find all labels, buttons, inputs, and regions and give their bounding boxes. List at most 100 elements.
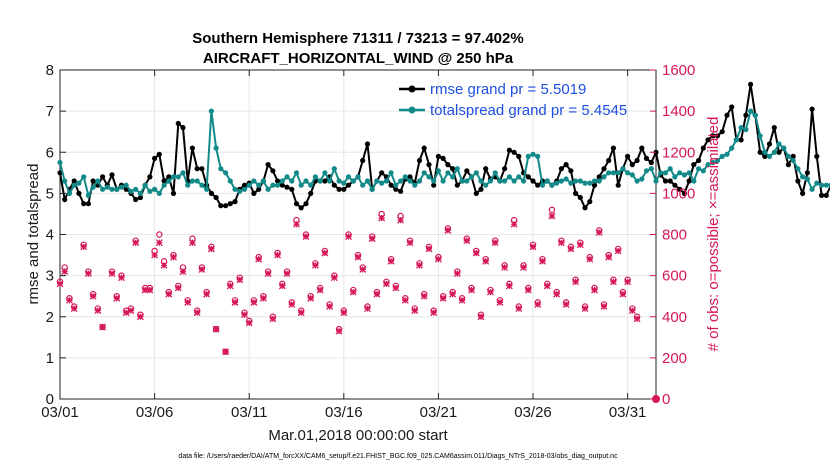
spread-point (62, 178, 68, 184)
rmse-point (714, 133, 721, 139)
rmse-point (823, 192, 829, 198)
spread-point (421, 170, 427, 176)
spread-point (161, 182, 167, 188)
rmse-point (625, 153, 631, 159)
spread-point (345, 174, 352, 180)
rmse-point (629, 162, 635, 168)
rmse-point (379, 170, 385, 176)
obs-assimilated-point (416, 261, 423, 269)
rmse-point (251, 190, 257, 196)
spread-point (298, 182, 304, 188)
spread-point (431, 178, 437, 184)
x-tick-label: 03/01 (41, 404, 79, 421)
obs-assimilated-point (122, 309, 130, 317)
rmse-point (170, 190, 177, 196)
rmse-point (525, 174, 531, 180)
spread-point (620, 166, 626, 172)
rmse-point (558, 166, 565, 172)
obs-assimilated-point (382, 280, 390, 288)
spread-point (246, 182, 252, 188)
spread-point (241, 186, 248, 192)
obs-assimilated-point (515, 305, 523, 312)
spread-point (275, 182, 281, 188)
rmse-point (298, 205, 304, 211)
spread-point (208, 108, 214, 114)
obs-assimilated-point (368, 235, 376, 243)
rmse-point (464, 168, 470, 174)
spread-point (327, 178, 333, 184)
rmse-point (71, 178, 77, 184)
obs-assimilated-point (241, 311, 248, 319)
rmse-point (256, 186, 262, 192)
spread-point (468, 174, 475, 180)
rmse-point (511, 149, 517, 155)
obs-assimilated-point (113, 294, 121, 302)
spread-point (601, 174, 607, 180)
rmse-point (705, 137, 711, 143)
obs-assimilated-point (198, 265, 206, 273)
spread-point (714, 157, 721, 164)
rmse-point (530, 178, 536, 184)
obs-assimilated-point (146, 286, 154, 294)
spread-point (57, 159, 63, 166)
obs-assimilated-point (543, 282, 551, 290)
spread-point (771, 149, 777, 155)
spread-point (535, 153, 541, 159)
y-left-tick-label: 3 (46, 268, 54, 285)
rmse-point (431, 182, 437, 188)
rmse-point (331, 182, 337, 188)
obs-assimilated-point (188, 239, 196, 247)
spread-point (355, 174, 361, 180)
rmse-point (445, 162, 451, 168)
spread-point (662, 170, 669, 176)
rmse-point (672, 182, 678, 188)
rmse-point (790, 153, 796, 159)
obs-assimilated-point (524, 286, 532, 294)
obs-assimilated-point (283, 270, 291, 278)
spread-point (227, 178, 233, 184)
obs-assimilated-point (591, 286, 598, 294)
obs-assimilated-point (269, 315, 277, 323)
spread-point (435, 168, 441, 174)
obs-assimilated-point (226, 282, 234, 290)
rmse-point (336, 186, 342, 192)
spread-point (478, 178, 484, 184)
obs-assimilated-point (349, 288, 357, 296)
rmse-point (341, 186, 347, 192)
spread-point (166, 178, 172, 184)
obs-assimilated-point (184, 298, 192, 306)
legend-spread-marker (408, 106, 416, 114)
obs-assimilated-point (179, 268, 187, 275)
spread-point (289, 178, 295, 184)
spread-point (587, 180, 593, 186)
spread-point (360, 182, 366, 188)
obs-assimilated-point (491, 239, 499, 247)
x-tick-label: 03/06 (136, 404, 174, 421)
rmse-point (643, 155, 650, 161)
rmse-point (152, 155, 158, 161)
rmse-point (814, 153, 820, 159)
obs-assimilated-point (628, 307, 636, 315)
rmse-point (710, 133, 716, 139)
obs-assimilated-point (141, 286, 149, 294)
y-left-tick-label: 6 (46, 144, 54, 161)
obs-assimilated-point (307, 294, 315, 302)
spread-point (464, 178, 470, 184)
spread-point (152, 186, 158, 192)
spread-point (729, 145, 735, 151)
rmse-point (724, 112, 730, 118)
spread-point (133, 186, 139, 192)
spread-point (629, 172, 635, 178)
rmse-point (275, 178, 281, 184)
spread-point (615, 170, 621, 176)
spread-point (577, 178, 583, 184)
obs-assimilated-point (572, 278, 580, 286)
obs-assimilated-point (326, 303, 334, 310)
y-axis-right-label: # of obs: o=possible; ×=assimilated (705, 117, 722, 352)
rmse-point (804, 170, 811, 176)
obs-assimilated-point (94, 307, 102, 315)
rmse-point (109, 172, 115, 178)
obs-assimilated-point (463, 237, 471, 245)
spread-point (66, 190, 73, 196)
rmse-point (303, 201, 309, 207)
